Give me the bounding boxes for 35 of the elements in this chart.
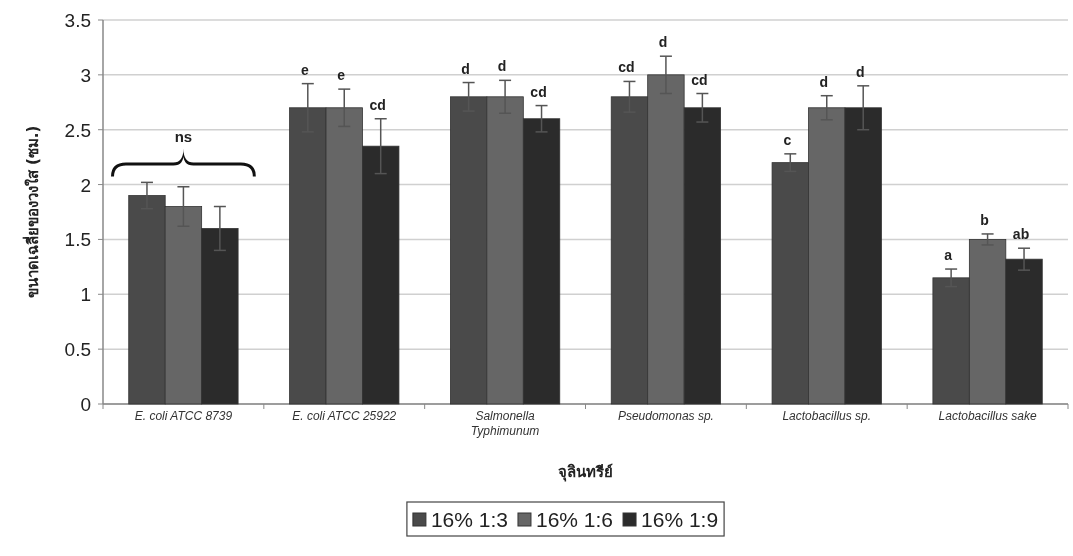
annotation: e (300, 61, 309, 78)
legend-label: 16% 1:3 (430, 508, 508, 531)
x-tick-label: E. coli ATCC 8739 (134, 409, 233, 423)
y-tick-label: 0.5 (64, 339, 91, 361)
annotation: cd (530, 83, 547, 100)
annotation: d (819, 73, 829, 90)
annotation: cd (691, 71, 708, 88)
annotation: d (461, 60, 470, 77)
annotation: a (944, 247, 953, 264)
annotation: b (980, 211, 989, 228)
y-tick-label: 2.5 (64, 119, 91, 141)
annotation: cd (618, 59, 635, 76)
x-tick-label: Salmonella Typhimunum (470, 409, 540, 438)
y-tick-label: 2 (80, 174, 91, 196)
x-tick-label: Lactobacillus sake (938, 409, 1037, 423)
y-axis-title: ขนาดเฉลี่ยของวงใส (ซม.) (22, 125, 42, 299)
y-tick-label: 1.5 (64, 229, 91, 251)
legend-label: 16% 1:9 (641, 508, 719, 531)
annotation: ab (1012, 226, 1030, 243)
y-tick-label: 0 (80, 394, 91, 415)
x-tick-label: Lactobacillus sp. (782, 409, 872, 423)
annotation: d (855, 63, 865, 80)
annotation: d (497, 58, 507, 75)
y-tick-label: 1 (80, 284, 91, 306)
x-tick-label: Pseudomonas sp. (617, 409, 714, 423)
annotation: c (783, 131, 792, 148)
y-tick-label: 3.5 (64, 10, 91, 31)
annotation: d (658, 34, 668, 51)
annotation: ns (174, 128, 193, 146)
annotation: cd (369, 96, 386, 113)
annotation: e (337, 67, 346, 84)
x-axis-title: จุลินทรีย์ (558, 463, 613, 482)
y-tick-label: 3 (80, 64, 91, 86)
legend-label: 16% 1:6 (535, 508, 614, 531)
x-tick-label: E. coli ATCC 25922 (292, 409, 397, 423)
